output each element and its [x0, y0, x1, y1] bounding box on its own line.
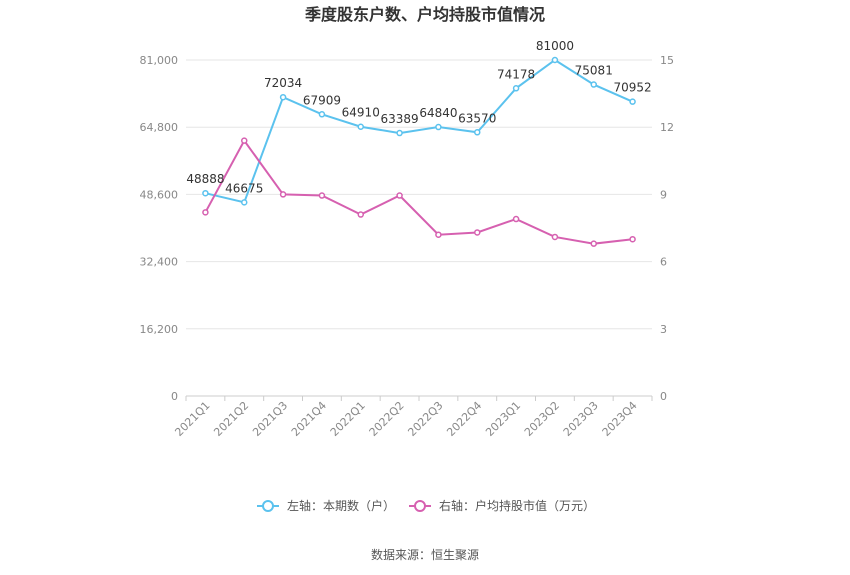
- data-label: 81000: [536, 39, 574, 53]
- x-tick-label: 2022Q4: [444, 399, 484, 439]
- x-tick-label: 2021Q3: [250, 399, 290, 439]
- data-point-left: [241, 199, 248, 206]
- data-point-left: [551, 56, 559, 64]
- x-tick-label: 2023Q3: [561, 399, 601, 439]
- x-tick-label: 2021Q4: [289, 399, 329, 439]
- data-point-right: [590, 240, 597, 247]
- x-tick-label: 2023Q2: [522, 399, 562, 439]
- data-point-left: [357, 123, 364, 130]
- data-point-right: [318, 192, 326, 199]
- data-point-right: [512, 215, 520, 223]
- data-point-right: [241, 137, 248, 144]
- legend-label-right: 右轴：户均持股市值（万元）: [439, 498, 595, 513]
- data-point-right: [629, 235, 636, 243]
- y-left-tick-label: 64,800: [140, 121, 179, 134]
- data-point-left: [435, 123, 442, 131]
- x-tick-label: 2021Q2: [211, 399, 251, 439]
- legend-marker-right: [414, 500, 426, 512]
- series-points: [202, 56, 636, 247]
- data-label: 64840: [419, 106, 457, 120]
- data-point-right: [279, 191, 287, 198]
- y-right-tick-label: 15: [660, 54, 674, 67]
- legend-item-left[interactable]: 左轴：本期数（户）: [257, 498, 395, 513]
- data-point-left: [474, 129, 481, 136]
- data-point-left: [629, 98, 636, 105]
- y-right-tick-label: 12: [660, 121, 674, 134]
- x-tick-label: 2023Q4: [600, 399, 640, 439]
- data-point-right: [357, 211, 364, 218]
- data-label: 74178: [497, 67, 535, 81]
- y-right-tick-label: 6: [660, 256, 667, 269]
- data-label: 48888: [186, 172, 224, 186]
- left-axis-ticks: 0 16,200 32,400 48,600 64,800 81,000: [140, 54, 179, 403]
- y-right-tick-label: 3: [660, 323, 667, 336]
- x-tick-label: 2022Q2: [367, 399, 407, 439]
- x-tick-label: 2023Q1: [483, 399, 523, 439]
- legend-label-left: 左轴：本期数（户）: [287, 498, 395, 513]
- data-label: 63389: [380, 112, 418, 126]
- data-point-right: [435, 231, 442, 238]
- legend-item-right[interactable]: 右轴：户均持股市值（万元）: [409, 498, 595, 513]
- data-label: 63570: [458, 111, 496, 125]
- data-point-right: [202, 209, 209, 216]
- y-left-tick-label: 0: [171, 390, 178, 403]
- y-right-tick-label: 9: [660, 188, 667, 201]
- data-point-left: [202, 189, 209, 197]
- data-label: 72034: [264, 76, 302, 90]
- data-label: 70952: [613, 81, 651, 95]
- data-label: 64910: [342, 106, 380, 120]
- y-right-tick-label: 0: [660, 390, 667, 403]
- legend: 左轴：本期数（户） 右轴：户均持股市值（万元）: [257, 498, 595, 513]
- series-line-left: [205, 58, 633, 204]
- data-point-right: [474, 229, 481, 236]
- x-tick-label: 2022Q1: [328, 399, 368, 439]
- series-line-right: [204, 138, 633, 245]
- data-point-left: [590, 81, 597, 88]
- data-point-left: [396, 129, 403, 137]
- right-axis-ticks: 0 3 6 9 12 15: [660, 54, 674, 403]
- series-lines: [204, 58, 633, 245]
- y-left-tick-label: 81,000: [140, 54, 179, 67]
- data-label: 46675: [225, 181, 263, 195]
- data-point-left: [512, 85, 520, 92]
- data-label: 67909: [303, 93, 341, 107]
- chart-title: 季度股东户数、户均持股市值情况: [304, 5, 545, 24]
- x-tick-label: 2022Q3: [405, 399, 445, 439]
- x-axis: 2021Q12021Q22021Q32021Q42022Q12022Q22022…: [172, 396, 653, 439]
- data-point-left: [279, 93, 287, 101]
- data-point-left: [318, 111, 326, 118]
- y-left-tick-label: 48,600: [140, 188, 179, 201]
- x-tick-label: 2021Q1: [172, 399, 212, 439]
- y-left-tick-label: 32,400: [140, 256, 179, 269]
- legend-marker-left: [262, 500, 274, 512]
- source-note: 数据来源：恒生聚源: [371, 547, 479, 562]
- y-left-tick-label: 16,200: [140, 323, 179, 336]
- data-point-right: [551, 233, 559, 241]
- data-label: 75081: [575, 64, 613, 78]
- data-point-right: [396, 192, 403, 199]
